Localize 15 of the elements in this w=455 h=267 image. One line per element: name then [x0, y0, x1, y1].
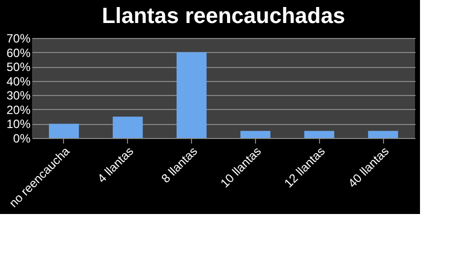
bar: [304, 130, 334, 138]
y-tick-label: 20%: [6, 102, 31, 117]
y-tick-label: 0%: [13, 132, 31, 146]
y-tick-label: 10%: [6, 117, 31, 132]
chart-title: Llantas reencauchadas: [102, 3, 346, 28]
bar: [368, 130, 398, 138]
bar: [48, 124, 79, 138]
y-tick-label: 50%: [6, 60, 31, 74]
y-tick-label: 40%: [6, 74, 31, 88]
bar: [112, 116, 143, 138]
bar: [176, 52, 207, 138]
y-tick-label: 70%: [6, 32, 31, 46]
y-tick-label: 60%: [6, 46, 31, 60]
bar: [240, 130, 270, 138]
y-tick-label: 30%: [6, 88, 31, 103]
